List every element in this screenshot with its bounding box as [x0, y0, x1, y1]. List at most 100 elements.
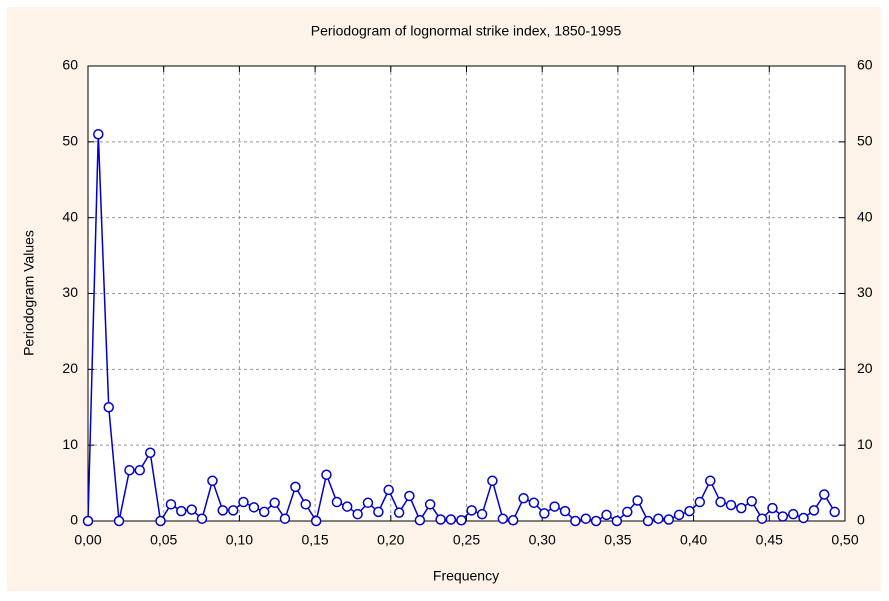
y2-tick-label: 50 [857, 133, 873, 149]
y-tick-label: 50 [62, 133, 78, 149]
data-point [93, 129, 104, 140]
data-point [227, 505, 239, 516]
data-point [456, 514, 467, 526]
data-point [144, 447, 156, 458]
data-point [424, 499, 436, 510]
y-tick-label: 40 [62, 208, 78, 224]
x-tick-label: 0,05 [150, 532, 177, 548]
data-point [290, 481, 301, 493]
x-tick-label: 0,00 [74, 532, 101, 548]
y-axis-label: Periodogram Values [21, 230, 37, 356]
data-point [435, 514, 446, 525]
x-tick-label: 0,15 [301, 532, 328, 548]
x-tick-label: 0,40 [680, 532, 707, 548]
data-point [352, 508, 363, 520]
data-point [82, 515, 94, 527]
data-point [756, 513, 768, 524]
data-point [642, 515, 654, 527]
y2-tick-label: 60 [857, 57, 873, 73]
y2-tick-label: 40 [857, 208, 873, 224]
data-point [611, 515, 623, 527]
data-point [445, 514, 457, 525]
x-tick-label: 0,35 [604, 532, 631, 548]
data-point [673, 509, 685, 521]
y-tick-label: 60 [62, 57, 78, 73]
data-point [580, 513, 592, 524]
y2-tick-label: 0 [857, 512, 865, 528]
y-tick-label: 10 [62, 436, 78, 452]
data-point [155, 515, 166, 527]
data-point [487, 475, 498, 487]
data-point [746, 496, 757, 507]
data-point [798, 512, 809, 524]
data-point [808, 505, 820, 516]
data-point [321, 469, 332, 480]
data-point [134, 464, 146, 476]
x-tick-label: 0,25 [453, 532, 480, 548]
data-point [331, 496, 343, 508]
chart-title: Periodogram of lognormal strike index, 1… [311, 23, 622, 39]
data-point [186, 504, 197, 515]
data-point [414, 514, 426, 526]
data-point [383, 484, 394, 496]
data-point [653, 513, 664, 524]
data-point [684, 505, 695, 517]
data-point [549, 501, 560, 512]
data-point [238, 496, 249, 508]
data-point [777, 511, 789, 522]
data-point [466, 505, 477, 516]
data-point [518, 493, 529, 504]
x-tick-label: 0,45 [756, 532, 783, 548]
x-tick-label: 0,50 [831, 532, 858, 548]
data-point [196, 513, 208, 524]
y-tick-label: 20 [62, 360, 78, 376]
y-tick-label: 30 [62, 284, 78, 300]
data-point [528, 497, 540, 509]
data-point [632, 495, 643, 506]
data-point [404, 490, 415, 502]
data-point [715, 496, 726, 508]
data-point [787, 508, 799, 520]
data-point [124, 464, 135, 476]
data-point [258, 506, 270, 518]
data-point [539, 508, 550, 519]
data-point [476, 508, 488, 520]
data-point [507, 514, 519, 526]
data-point [113, 515, 125, 527]
data-point [269, 497, 280, 509]
data-point [663, 514, 675, 525]
data-point [497, 513, 509, 524]
y2-tick-label: 30 [857, 284, 873, 300]
x-tick-label: 0,20 [377, 532, 404, 548]
data-point [705, 475, 716, 487]
data-point [207, 475, 218, 487]
data-point [103, 402, 114, 413]
data-point [373, 506, 384, 518]
data-point [279, 513, 291, 524]
y-tick-label: 0 [70, 512, 78, 528]
x-tick-label: 0,10 [226, 532, 253, 548]
y2-tick-label: 10 [857, 436, 873, 452]
data-point [622, 506, 633, 518]
x-axis-label: Frequency [433, 568, 499, 584]
data-point [559, 505, 571, 517]
data-point [767, 502, 778, 514]
data-point [694, 496, 706, 508]
data-point [819, 489, 830, 500]
data-point [736, 502, 747, 514]
data-point [829, 506, 840, 518]
data-point [310, 515, 322, 527]
data-point [725, 499, 737, 511]
data-point [300, 499, 311, 510]
data-point [341, 501, 353, 512]
data-point [590, 515, 602, 527]
data-point [217, 505, 228, 516]
data-point [165, 499, 177, 510]
data-point [362, 497, 374, 509]
data-point [248, 502, 260, 513]
y2-tick-label: 20 [857, 360, 873, 376]
data-point [570, 515, 581, 527]
x-tick-label: 0,30 [529, 532, 556, 548]
data-point [601, 509, 612, 521]
